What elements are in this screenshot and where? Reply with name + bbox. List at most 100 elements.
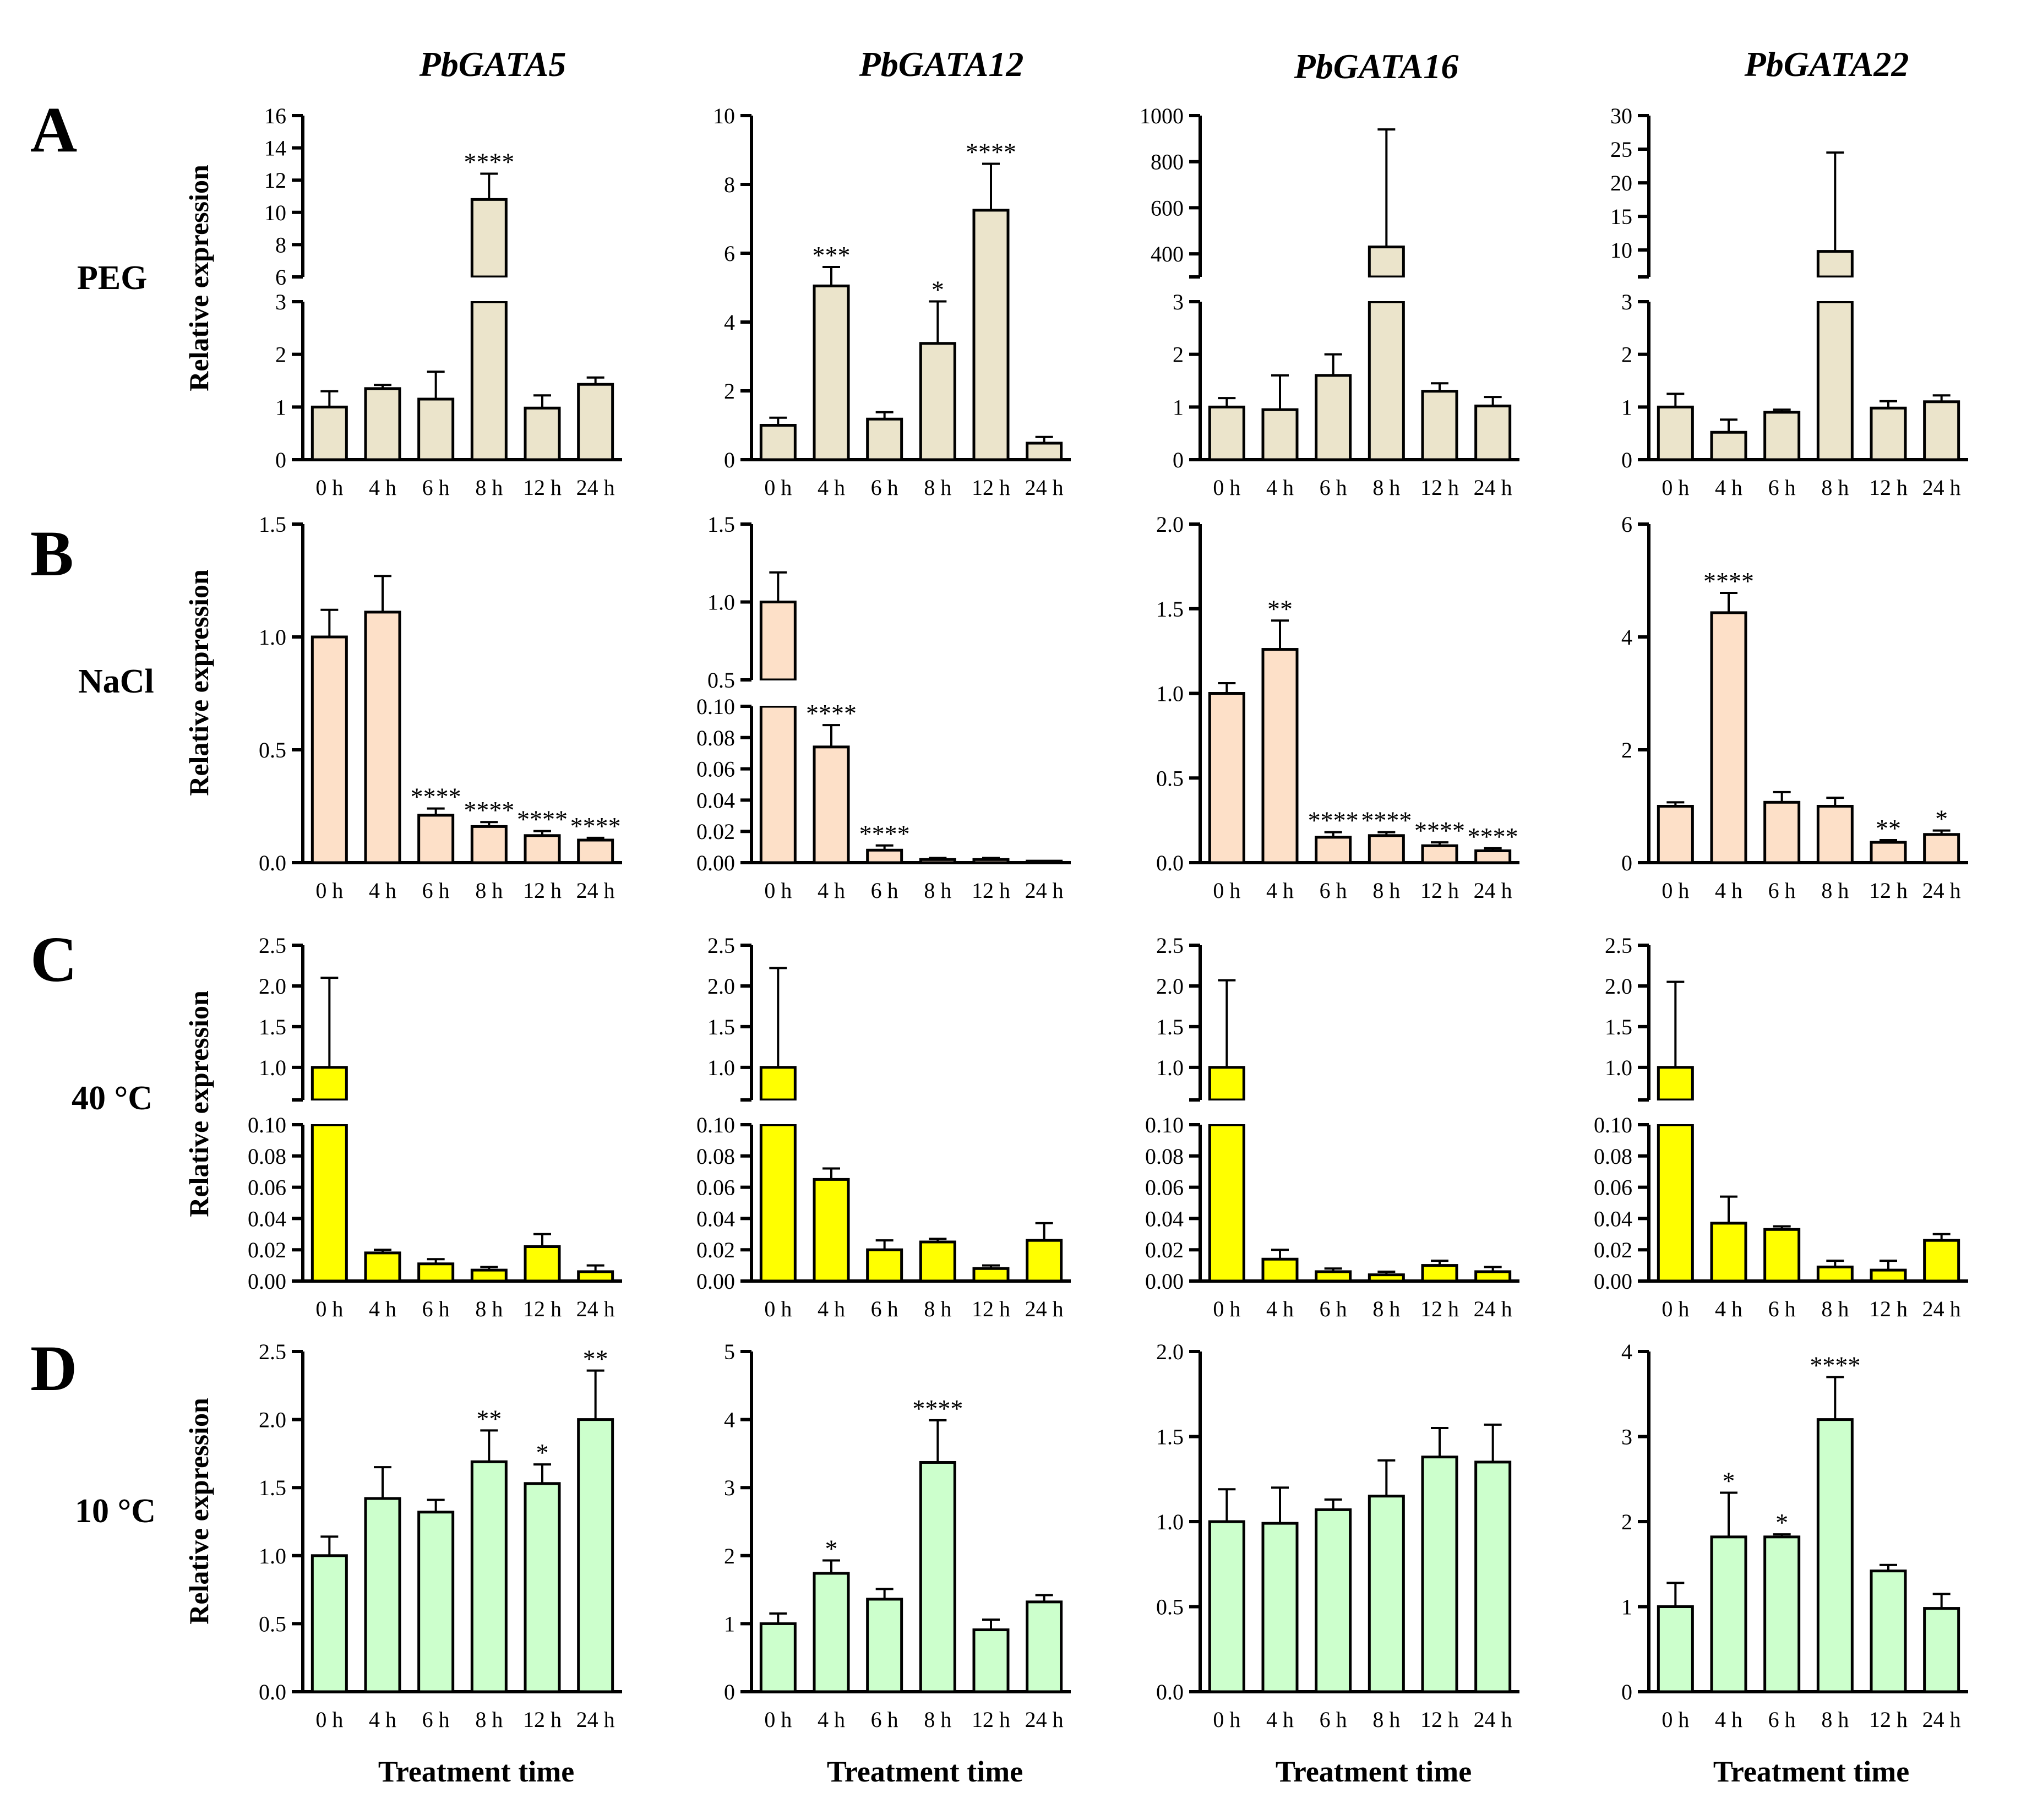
c4-1-x-tick-label-5: 24 h — [576, 1707, 615, 1732]
c4-4-bar-4 — [1870, 1570, 1907, 1693]
c1-2-x-tick-label-0: 0 h — [764, 475, 792, 500]
c4-3-y-tick-label-0: 0.0 — [1156, 1680, 1184, 1704]
c2-2-bar-5 — [1026, 859, 1063, 864]
c3-3-bar-4 — [1421, 1264, 1458, 1283]
c2-2-x-tick-label-4: 12 h — [972, 878, 1010, 903]
c3-1-x-tick-label-2: 6 h — [422, 1296, 450, 1321]
c3-4-bar-3 — [1816, 1265, 1854, 1283]
c2-2-upper-tick-label-1: 1.0 — [707, 590, 735, 615]
treatment-label-nacl: NaCl — [78, 663, 154, 700]
c2-3-y-tick-label-0: 0.0 — [1156, 851, 1184, 875]
c2-1-bar-5 — [577, 838, 614, 864]
c4-2-x-tick-label-0: 0 h — [764, 1707, 792, 1732]
c3-1-bar-2 — [417, 1262, 455, 1283]
c1-3-x-tick-label-5: 24 h — [1474, 475, 1512, 500]
c1-2-y-tick-label-5: 10 — [713, 103, 735, 128]
c3-4-bar-4 — [1870, 1268, 1907, 1283]
c2-1-x-tick-label-2: 6 h — [422, 878, 450, 903]
gene-title-2: PbGATA12 — [859, 45, 1024, 84]
c3-2-lower-tick-label-0: 0.00 — [696, 1269, 735, 1294]
c3-3-upper-tick-label-0: 1.0 — [1156, 1055, 1184, 1080]
c1-1-bar-2 — [417, 397, 455, 461]
c3-2-lower-tick-label-5: 0.10 — [696, 1113, 735, 1137]
c1-2-bar-4 — [972, 209, 1010, 461]
c1-3-bar-break-gap-3 — [1367, 277, 1406, 301]
c4-4-x-tick-label-3: 8 h — [1821, 1707, 1849, 1732]
c3-1-x-tick-label-5: 24 h — [576, 1296, 615, 1321]
c1-1-x-tick-label-0: 0 h — [315, 475, 343, 500]
c3-1-lower-tick-label-5: 0.10 — [248, 1113, 286, 1137]
c4-3-bar-0 — [1208, 1520, 1245, 1693]
c3-3-upper-tick-label-1: 1.5 — [1156, 1015, 1184, 1039]
c4-2-x-tick-label-4: 12 h — [972, 1707, 1010, 1732]
c3-4-lower-tick-label-3: 0.06 — [1594, 1175, 1632, 1200]
c1-1-upper-tick-label-5: 16 — [264, 103, 286, 128]
c4-4-x-tick-label-4: 12 h — [1869, 1707, 1908, 1732]
c4-4-x-tick-label-5: 24 h — [1922, 1707, 1961, 1732]
c3-3-lower-tick-label-2: 0.04 — [1145, 1206, 1184, 1231]
c4-4-bar-1 — [1710, 1535, 1747, 1693]
c4-1-significance-4: * — [536, 1438, 549, 1467]
c4-3-x-tick-label-3: 8 h — [1372, 1707, 1400, 1732]
x-axis-title-1: Treatment time — [378, 1755, 574, 1788]
c1-2-bar-5 — [1026, 442, 1063, 461]
y-axis-label-row-b: Relative expression — [183, 569, 214, 796]
c1-3-x-tick-label-0: 0 h — [1213, 475, 1240, 500]
treatment-label-peg: PEG — [77, 259, 147, 297]
c2-2-lower-tick-label-2: 0.04 — [696, 788, 735, 813]
c2-1-significance-2: **** — [411, 783, 461, 811]
c2-3-significance-4: **** — [1414, 816, 1465, 844]
c4-1-bar-3 — [470, 1460, 508, 1693]
c2-3-x-tick-label-5: 24 h — [1474, 878, 1512, 903]
c1-1-lower-tick-label-1: 1 — [275, 395, 286, 419]
c1-4-bar-3-part-1 — [1816, 250, 1854, 279]
c4-2-y-tick-label-5: 5 — [724, 1339, 735, 1364]
c3-3-lower-tick-label-5: 0.10 — [1145, 1113, 1184, 1137]
c3-1-x-tick-label-0: 0 h — [315, 1296, 343, 1321]
c1-3-bar-3-part-1 — [1368, 246, 1405, 279]
c1-1-bar-0 — [310, 405, 348, 461]
c2-1-significance-5: **** — [570, 812, 621, 840]
c1-4-upper-tick-label-0: 10 — [1610, 238, 1632, 263]
c2-2-bar-1 — [813, 745, 850, 864]
treatment-label-10c: 10 °C — [75, 1492, 156, 1530]
c1-2-bar-3 — [919, 342, 956, 461]
c3-2-upper-tick-label-1: 1.5 — [707, 1015, 735, 1039]
c1-4-bar-4 — [1870, 406, 1907, 461]
c2-1-y-tick-label-2: 1.0 — [259, 625, 286, 650]
c4-2-significance-1: * — [825, 1534, 838, 1562]
c3-1-bar-break-gap-0 — [310, 1100, 349, 1124]
c3-2-upper-tick-label-0: 1.0 — [707, 1055, 735, 1080]
c1-4-lower-tick-label-2: 2 — [1621, 342, 1632, 367]
c1-2-y-tick-label-4: 8 — [724, 172, 735, 197]
c4-1-x-tick-label-1: 4 h — [369, 1707, 396, 1732]
c3-4-bar-2 — [1763, 1228, 1801, 1283]
c3-4-x-tick-label-2: 6 h — [1768, 1296, 1796, 1321]
c1-3-upper-tick-label-3: 1000 — [1140, 103, 1184, 128]
c3-1-upper-tick-label-1: 1.5 — [259, 1015, 286, 1039]
c1-4-lower-tick-label-3: 3 — [1621, 290, 1632, 314]
c1-1-x-tick-label-5: 24 h — [576, 475, 615, 500]
c1-4-x-tick-label-4: 12 h — [1869, 475, 1908, 500]
c1-1-x-tick-label-3: 8 h — [475, 475, 503, 500]
c4-1-y-tick-label-2: 1.0 — [259, 1544, 286, 1568]
panel-letter-b: B — [30, 517, 74, 590]
c1-1-upper-tick-label-4: 14 — [264, 136, 286, 161]
y-axis-label-row-c: Relative expression — [183, 990, 214, 1217]
c2-1-y-tick-label-1: 0.5 — [259, 738, 286, 762]
c3-4-lower-tick-label-5: 0.10 — [1594, 1113, 1632, 1137]
c2-2-x-tick-label-3: 8 h — [924, 878, 951, 903]
c4-4-x-tick-label-0: 0 h — [1662, 1707, 1689, 1732]
c4-2-bar-2 — [866, 1598, 903, 1693]
c2-1-significance-3: **** — [464, 796, 514, 824]
c3-3-bar-break-gap-0 — [1207, 1100, 1246, 1124]
c4-4-x-tick-label-1: 4 h — [1715, 1707, 1742, 1732]
c1-3-bar-1 — [1261, 408, 1299, 461]
c1-1-significance-3: **** — [464, 148, 514, 176]
c3-4-lower-tick-label-2: 0.04 — [1594, 1206, 1632, 1231]
c3-1-bar-0-part-0 — [310, 1123, 348, 1283]
c4-2-bar-1 — [813, 1572, 850, 1693]
c3-3-x-tick-label-0: 0 h — [1213, 1296, 1240, 1321]
c3-1-upper-tick-label-0: 1.0 — [259, 1055, 286, 1080]
